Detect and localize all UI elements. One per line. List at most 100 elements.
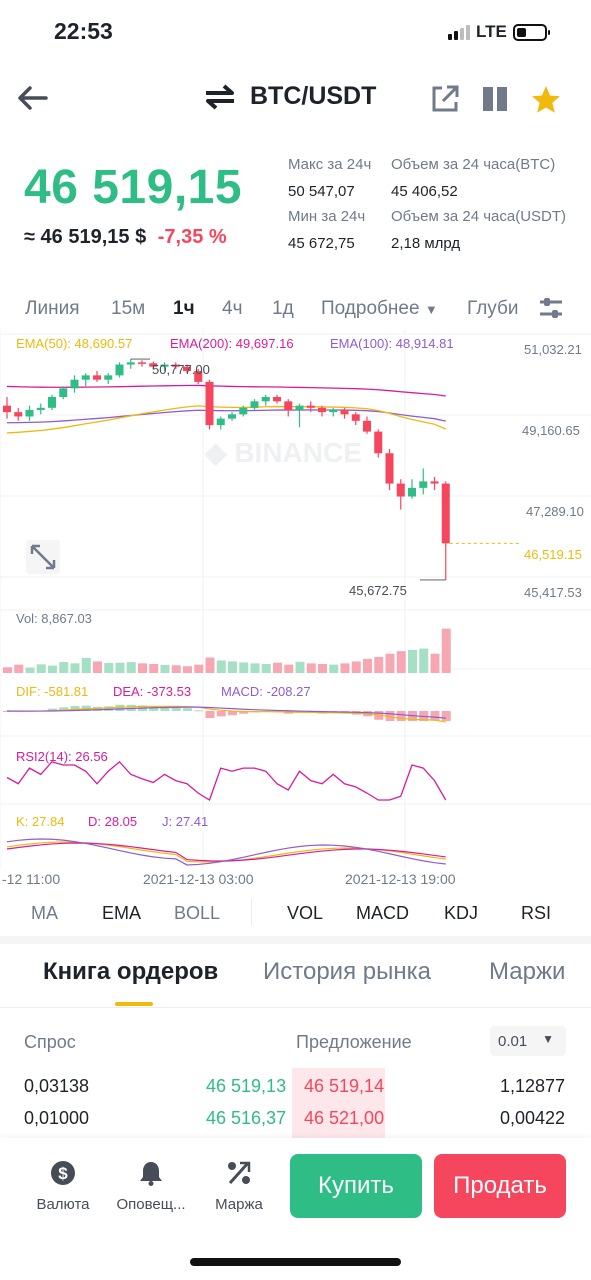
volume-bar: [160, 664, 170, 673]
split-view-icon[interactable]: [480, 84, 512, 116]
candle-body: [14, 412, 23, 417]
network-label: LTE: [476, 22, 507, 41]
macd-hist-bar: [160, 706, 170, 711]
macd-hist-bar: [93, 706, 102, 711]
caret-down-icon: ▼: [542, 1032, 554, 1046]
bid-price[interactable]: 46 519,13: [206, 1076, 287, 1096]
pair-selector[interactable]: BTC/USDT: [204, 82, 376, 111]
volume-bar: [284, 664, 294, 673]
bid-price[interactable]: 46 516,37: [206, 1108, 287, 1128]
settings-sliders-icon[interactable]: [538, 296, 564, 326]
price-change-percent: -7,35 %: [157, 226, 227, 248]
rsi-panel: [6, 760, 447, 801]
volume-bar: [419, 648, 429, 673]
ind-macd[interactable]: MACD: [356, 903, 409, 923]
stat-low-value: 45 672,75: [288, 235, 355, 252]
tf-1h[interactable]: 1ч: [173, 298, 195, 319]
sell-button[interactable]: Продать: [434, 1154, 566, 1218]
buy-button[interactable]: Купить: [290, 1154, 422, 1218]
share-icon[interactable]: [430, 84, 462, 116]
volume-bar: [59, 662, 69, 673]
chart-canvas[interactable]: ◆ BINANCE EMA(50): 48,690.57 EMA(200): 4…: [0, 330, 591, 890]
favorite-star-icon[interactable]: [530, 84, 562, 116]
candle-body: [70, 379, 79, 389]
dea-label: DEA: -373.53: [113, 684, 191, 699]
ask-depth-bar: [292, 1068, 385, 1138]
candle-body: [374, 431, 383, 454]
tab-market-history[interactable]: История рынка: [263, 958, 431, 985]
currency-button[interactable]: $ Валюта: [23, 1160, 103, 1213]
ind-boll[interactable]: BOLL: [174, 903, 221, 923]
stat-high-label: Макс за 24ч: [288, 156, 372, 173]
candle-body: [115, 364, 124, 376]
candle-body: [205, 381, 214, 426]
expand-chart-icon[interactable]: [26, 540, 60, 574]
time-label-2: 2021-12-13 03:00: [143, 871, 254, 887]
volume-bar: [318, 664, 327, 673]
volume-bar: [340, 663, 350, 673]
chart-area[interactable]: ◆ BINANCE EMA(50): 48,690.57 EMA(200): 4…: [0, 330, 591, 890]
rsi-label: RSI2(14): 26.56: [16, 749, 108, 764]
candle-body: [149, 363, 158, 367]
volume-bar: [194, 664, 204, 673]
ind-ema[interactable]: EMA: [102, 903, 142, 923]
macd-hist-bar: [171, 707, 181, 711]
indicator-bar: MA EMA BOLL VOL MACD KDJ RSI: [0, 895, 591, 931]
stat-vol-btc: Объем за 24 часа(BTC) 45 406,52: [391, 156, 555, 200]
macd-panel: [3, 704, 451, 723]
candle-body: [48, 397, 56, 408]
tf-more[interactable]: Подробнее ▼: [321, 298, 438, 320]
volume-bar: [239, 662, 249, 673]
candle-body: [430, 481, 439, 484]
ind-ma[interactable]: MA: [31, 903, 58, 923]
tab-orderbook[interactable]: Книга ордеров: [43, 958, 219, 985]
y-tick-1: 51,032.21: [524, 342, 582, 357]
candle-body: [138, 362, 146, 364]
candle-body: [25, 409, 34, 417]
ema100-line: [6, 409, 446, 424]
ind-rsi[interactable]: RSI: [521, 903, 552, 923]
y-tick-4: 45,417.53: [524, 585, 582, 600]
candles: [3, 358, 520, 581]
volume-bar: [70, 663, 80, 673]
stat-low-label: Мин за 24ч: [288, 208, 366, 225]
currency-label: Валюта: [36, 1196, 90, 1213]
tf-4h[interactable]: 4ч: [222, 298, 243, 319]
status-time: 22:53: [54, 18, 113, 44]
candle-body: [216, 418, 225, 426]
macd-hist-bar: [441, 711, 451, 721]
tab-margin[interactable]: Маржи: [489, 958, 566, 985]
alerts-button[interactable]: Оповещ...: [111, 1160, 191, 1213]
back-arrow-icon[interactable]: [16, 84, 48, 112]
ind-kdj[interactable]: KDJ: [444, 903, 479, 923]
volume-bar: [306, 663, 316, 673]
decimals-select[interactable]: 0.01 ▼: [490, 1026, 566, 1056]
tf-depth[interactable]: Глуби: [467, 298, 519, 319]
candle-body: [396, 483, 405, 497]
j-label: J: 27.41: [162, 814, 208, 829]
tf-15m[interactable]: 15м: [111, 298, 146, 319]
ask-qty: 0,00422: [500, 1108, 566, 1128]
tf-1d[interactable]: 1д: [272, 298, 294, 319]
y-tick-3: 47,289.10: [526, 504, 584, 519]
chart-labels: EMA(50): 48,690.57 EMA(200): 49,697.16 E…: [2, 336, 584, 887]
macd-hist-bar: [70, 705, 80, 711]
dea-line: [6, 706, 446, 719]
swap-icon: [206, 83, 234, 110]
ask-price[interactable]: 46 521,00: [304, 1108, 385, 1128]
ask-price[interactable]: 46 519,14: [304, 1076, 385, 1096]
margin-button[interactable]: Маржа: [199, 1160, 279, 1213]
volume-bar: [374, 656, 384, 673]
candle-body: [329, 409, 338, 413]
ema-lines: [6, 384, 446, 434]
k-label: K: 27.84: [16, 814, 64, 829]
section-separator: [0, 936, 591, 944]
candle-body: [228, 414, 236, 419]
orderbook-divider: [0, 1007, 591, 1008]
candle-body: [295, 405, 304, 410]
tf-line[interactable]: Линия: [25, 298, 80, 319]
candle-body: [194, 371, 203, 382]
chart-grid: [0, 330, 591, 870]
ind-vol[interactable]: VOL: [287, 903, 324, 923]
status-indicators: LTE: [448, 22, 550, 42]
